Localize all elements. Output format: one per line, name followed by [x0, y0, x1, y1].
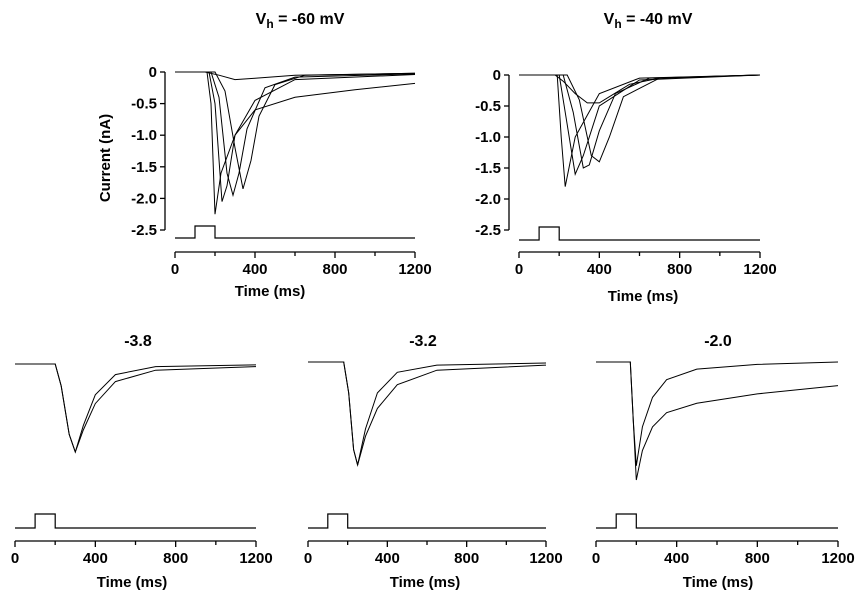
panel-1-xlabel: Time (ms)	[235, 283, 306, 300]
panel-2-x-tick-label-2: 400	[587, 261, 612, 278]
panel-2-title-sub: h	[614, 17, 621, 31]
panel-1-trace-5	[175, 71, 416, 190]
panel-2-title-rest: = -40 mV	[622, 11, 693, 28]
panel-3-x-tick-label-1: 0	[11, 550, 19, 567]
panel-4-x-tick-label-3: 800	[454, 550, 479, 567]
panel-4-x-tick-label-2: 400	[375, 550, 400, 567]
chart-marks: 0 400 800 1200 0 -0.5 -1.0 -1.5 -2.0 -2.5 0 400 800 1…	[11, 64, 855, 567]
panel-4-title: -3.2	[409, 333, 437, 350]
panel-2-y-tick-label-1: 0	[493, 67, 501, 84]
panel-5-x-tick-label-1: 0	[592, 550, 600, 567]
panel-5-title: -2.0	[704, 333, 732, 350]
panel-2-title-main: V	[604, 11, 615, 28]
panel-5-x-tick-label-4: 1200	[821, 550, 854, 567]
panel-4-xlabel: Time (ms)	[390, 574, 461, 591]
panel-4-trace-2	[308, 361, 547, 467]
panel-5-stimulus-trace	[596, 513, 838, 529]
panel-1-y-tick-label-1: 0	[149, 64, 157, 81]
panel-2-trace-2	[519, 74, 761, 187]
panel-3-stimulus-trace	[15, 513, 256, 529]
panel-1-title-main: V	[256, 11, 267, 28]
panel-2-x-tick-label-3: 800	[667, 261, 692, 278]
panel-2-y-tick-label-4: -1.5	[475, 160, 501, 177]
panel-3-xlabel: Time (ms)	[97, 574, 168, 591]
panel-1-x-tick-label-1: 0	[171, 261, 179, 278]
panel-1-title-rest: = -60 mV	[274, 11, 345, 28]
panel-1-y-tick-label-3: -1.0	[131, 127, 157, 144]
panel-1-title: Vh = -60 mV	[256, 11, 345, 31]
panel-2-y-tick-label-6: -2.5	[475, 222, 501, 239]
panel-1-x-tick-label-3: 800	[322, 261, 347, 278]
panel-4-trace-1	[308, 361, 547, 466]
panel-4-x-tick-label-1: 0	[304, 550, 312, 567]
panel-1-x-tick-label-2: 400	[242, 261, 267, 278]
panel-2-xlabel: Time (ms)	[608, 288, 679, 305]
panel-2-stimulus-trace	[519, 226, 760, 241]
panel-5-trace-1	[596, 361, 839, 466]
panel-2-y-tick-label-3: -1.0	[475, 129, 501, 146]
panel-2-x-tick-label-4: 1200	[743, 261, 776, 278]
panel-2-trace-5	[519, 74, 761, 163]
panel-2-trace-4	[519, 74, 761, 169]
panel-5-xlabel: Time (ms)	[683, 574, 754, 591]
panel-2-y-tick-label-2: -0.5	[475, 98, 501, 115]
panel-4-stimulus-trace	[308, 513, 546, 529]
panel-4-x-tick-label-4: 1200	[529, 550, 562, 567]
panel-3-x-tick-label-3: 800	[163, 550, 188, 567]
panel-2-trace-3	[519, 74, 761, 176]
panel-3-trace-2	[15, 363, 257, 454]
panel-1-stimulus-trace	[175, 225, 415, 239]
panel-1-y-tick-label-5: -2.0	[131, 190, 157, 207]
panel-3-x-tick-label-2: 400	[83, 550, 108, 567]
panel-2-trace-1	[519, 74, 761, 104]
panel-1-trace-2	[175, 71, 416, 215]
panel-3-trace-1	[15, 363, 257, 454]
panel-1-y-tick-label-4: -1.5	[131, 159, 157, 176]
panel-1-ylabel: Current (nA)	[97, 114, 114, 202]
panel-1-trace-3	[175, 71, 416, 202]
panel-2-x-tick-label-1: 0	[515, 261, 523, 278]
panel-1-title-sub: h	[266, 17, 273, 31]
panel-1-trace-4	[175, 71, 416, 198]
panel-5-x-tick-label-2: 400	[664, 550, 689, 567]
panel-3-title: -3.8	[124, 333, 152, 350]
panel-5-x-tick-label-3: 800	[745, 550, 770, 567]
panel-2-y-tick-label-5: -2.0	[475, 191, 501, 208]
panel-1-x-tick-label-4: 1200	[398, 261, 431, 278]
panel-1-y-tick-label-2: -0.5	[131, 96, 157, 113]
panel-5-trace-2	[596, 361, 839, 481]
panel-1-y-tick-label-6: -2.5	[131, 222, 157, 239]
panel-2-title: Vh = -40 mV	[604, 11, 693, 31]
panel-3-x-tick-label-4: 1200	[239, 550, 272, 567]
